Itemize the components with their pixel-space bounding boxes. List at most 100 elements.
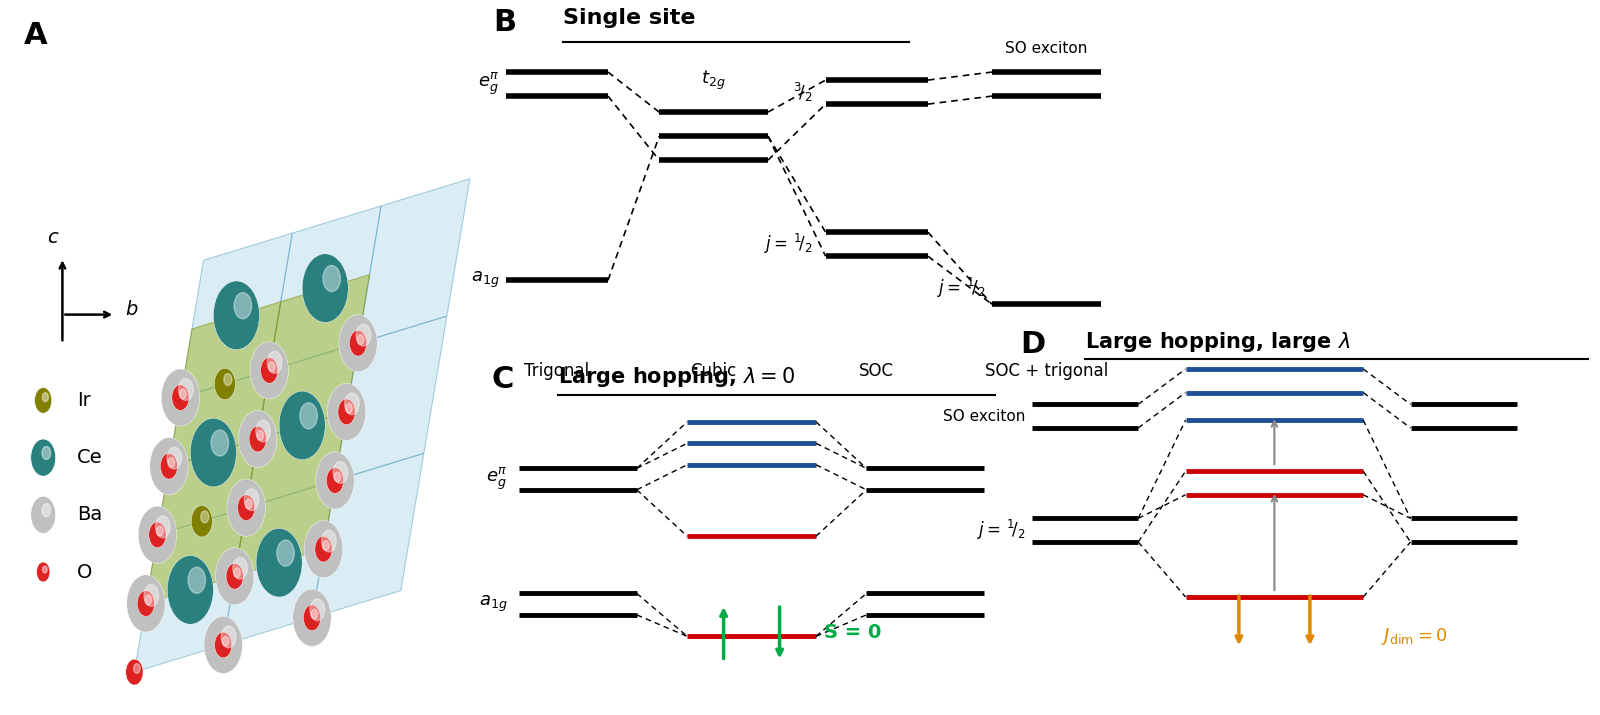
Circle shape	[150, 438, 189, 495]
Polygon shape	[358, 179, 470, 343]
Circle shape	[338, 399, 355, 425]
Text: SOC + trigonal: SOC + trigonal	[984, 363, 1109, 380]
Circle shape	[245, 489, 259, 511]
Circle shape	[304, 605, 320, 631]
Circle shape	[144, 585, 158, 606]
Polygon shape	[181, 233, 293, 398]
Text: $c$: $c$	[46, 228, 59, 247]
Circle shape	[192, 506, 213, 537]
Circle shape	[126, 659, 142, 685]
Circle shape	[302, 254, 349, 322]
Circle shape	[344, 393, 360, 415]
Text: $J_{\mathrm{dim}} = 0$: $J_{\mathrm{dim}} = 0$	[1381, 626, 1448, 647]
Text: Ba: Ba	[77, 506, 102, 524]
Circle shape	[245, 499, 251, 509]
Circle shape	[160, 453, 178, 479]
Polygon shape	[269, 206, 381, 370]
Polygon shape	[235, 412, 347, 576]
Circle shape	[256, 528, 302, 597]
Text: A: A	[24, 21, 48, 51]
Circle shape	[334, 472, 341, 482]
Circle shape	[168, 556, 213, 624]
Circle shape	[221, 626, 235, 648]
Circle shape	[35, 388, 51, 413]
Circle shape	[138, 591, 155, 616]
Circle shape	[258, 430, 264, 440]
Polygon shape	[157, 370, 269, 535]
Text: Large hopping, $\lambda = 0$: Large hopping, $\lambda = 0$	[558, 365, 795, 389]
Circle shape	[315, 536, 333, 562]
Circle shape	[339, 315, 378, 372]
Text: Single site: Single site	[563, 8, 696, 28]
Text: $t_{2g}$: $t_{2g}$	[701, 69, 726, 92]
Text: Large hopping, large $\lambda$: Large hopping, large $\lambda$	[1085, 330, 1350, 354]
Circle shape	[168, 458, 174, 468]
Circle shape	[213, 281, 259, 350]
Circle shape	[190, 418, 237, 487]
Circle shape	[267, 352, 282, 373]
Polygon shape	[224, 480, 334, 645]
Circle shape	[214, 632, 232, 658]
Circle shape	[37, 562, 50, 582]
Circle shape	[278, 391, 325, 460]
Circle shape	[146, 595, 152, 605]
Text: SO exciton: SO exciton	[1005, 41, 1088, 56]
Text: Ce: Ce	[77, 448, 102, 467]
Text: Trigonal: Trigonal	[525, 363, 589, 380]
Circle shape	[315, 452, 354, 509]
Circle shape	[234, 292, 251, 319]
Circle shape	[200, 511, 210, 523]
Text: Cubic: Cubic	[691, 363, 736, 380]
Circle shape	[299, 403, 317, 429]
Circle shape	[326, 468, 344, 493]
Circle shape	[234, 558, 248, 579]
Circle shape	[205, 616, 243, 674]
Circle shape	[238, 495, 254, 521]
Circle shape	[293, 589, 331, 646]
Circle shape	[162, 369, 200, 426]
Circle shape	[234, 568, 240, 578]
Circle shape	[224, 373, 232, 385]
Text: SOC: SOC	[859, 363, 894, 380]
Circle shape	[357, 335, 363, 345]
Circle shape	[256, 420, 270, 442]
Text: S = 0: S = 0	[824, 623, 882, 642]
Polygon shape	[258, 275, 370, 439]
Circle shape	[138, 506, 176, 563]
Circle shape	[179, 379, 194, 400]
Circle shape	[238, 410, 277, 468]
Circle shape	[328, 383, 366, 440]
Circle shape	[323, 541, 330, 551]
Circle shape	[277, 540, 294, 566]
Circle shape	[333, 462, 347, 483]
Circle shape	[261, 358, 278, 383]
Polygon shape	[246, 343, 358, 508]
Circle shape	[211, 430, 229, 456]
Circle shape	[304, 521, 342, 578]
Polygon shape	[312, 453, 424, 618]
Circle shape	[42, 393, 48, 402]
Text: B: B	[493, 8, 515, 37]
Circle shape	[227, 479, 266, 536]
Text: C: C	[491, 365, 514, 394]
Text: $a_{1g}$: $a_{1g}$	[470, 270, 499, 290]
Circle shape	[133, 664, 141, 674]
Circle shape	[42, 446, 51, 460]
Text: O: O	[77, 563, 93, 581]
Circle shape	[157, 526, 163, 536]
Circle shape	[155, 516, 170, 538]
Circle shape	[43, 566, 48, 573]
Text: $b$: $b$	[125, 300, 138, 319]
Text: $^3\!/_2$: $^3\!/_2$	[794, 81, 813, 104]
Circle shape	[346, 403, 352, 413]
Circle shape	[189, 567, 205, 593]
Circle shape	[310, 599, 325, 621]
Circle shape	[216, 548, 254, 605]
Circle shape	[214, 368, 235, 400]
Text: $e_g^\pi$: $e_g^\pi$	[486, 466, 509, 492]
Text: $j = \,^1\!/_2$: $j = \,^1\!/_2$	[976, 518, 1026, 542]
Text: D: D	[1019, 330, 1045, 359]
Polygon shape	[134, 508, 246, 672]
Circle shape	[179, 389, 186, 399]
Circle shape	[349, 330, 366, 356]
